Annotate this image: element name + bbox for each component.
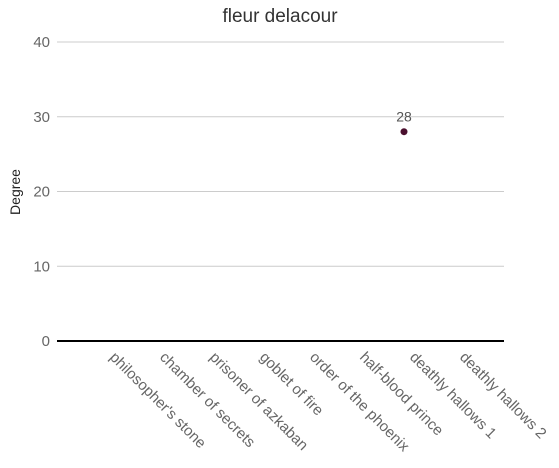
y-tick-label: 30: [33, 109, 50, 126]
y-tick-label: 20: [33, 184, 50, 201]
data-label: 28: [396, 109, 412, 125]
x-tick-label: deathly hallows 1: [406, 349, 499, 442]
x-tick-label: deathly hallows 2: [456, 349, 549, 442]
data-points: 28: [396, 109, 412, 136]
grid-lines: [57, 42, 504, 341]
y-tick-label: 40: [33, 34, 50, 51]
y-tick-label: 10: [33, 258, 50, 275]
x-tick-label: chamber of secrets: [156, 349, 258, 451]
y-tick-labels: 0 10 20 30 40: [33, 34, 50, 350]
y-tick-label: 0: [42, 333, 50, 350]
x-tick-label: philosopher's stone: [106, 349, 209, 452]
y-axis-label: Degree: [7, 169, 23, 215]
chart-title: fleur delacour: [222, 6, 338, 27]
data-point: [401, 128, 408, 135]
